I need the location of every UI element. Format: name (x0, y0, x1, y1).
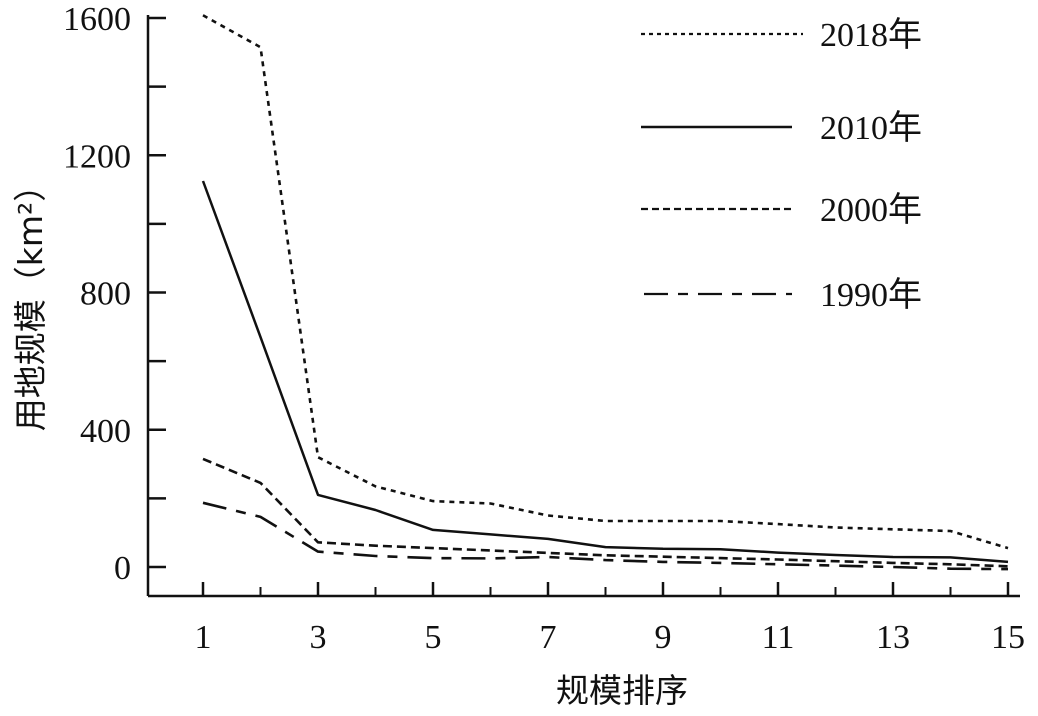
x-tick-label: 9 (655, 619, 672, 656)
x-tick-label: 15 (991, 619, 1025, 656)
y-tick-label: 1600 (63, 1, 131, 38)
legend-label: 2010年 (820, 109, 922, 147)
x-tick-label: 1 (195, 619, 212, 656)
x-tick-label: 5 (425, 619, 442, 656)
x-tick-label: 11 (762, 619, 795, 656)
series-line-2010 (201, 180, 1009, 564)
y-tick-label: 400 (80, 413, 131, 450)
legend-label: 2000年 (820, 191, 922, 229)
legend-label: 1990年 (820, 276, 922, 314)
series-line-2000 (202, 457, 1009, 568)
y-axis-title: 用地规模（km²） (11, 169, 50, 432)
x-tick-label: 3 (310, 619, 327, 656)
series-line-1990 (202, 501, 1009, 571)
series-lines (201, 14, 1009, 571)
x-axis-title: 规模排序 (556, 671, 688, 710)
x-tick-label: 7 (540, 619, 557, 656)
x-tick-label: 13 (876, 619, 910, 656)
y-axis: 0 400 800 1200 1600 (63, 1, 166, 596)
y-tick-label: 0 (114, 550, 131, 587)
series-line-2018 (202, 14, 1009, 550)
y-tick-label: 1200 (63, 138, 131, 175)
legend-label: 2018年 (820, 16, 922, 54)
y-tick-label: 800 (80, 276, 131, 313)
x-axis: 1 3 5 7 9 11 13 15 (148, 582, 1025, 656)
legend: 2018年 2010年 2000年 1990年 (641, 16, 922, 314)
